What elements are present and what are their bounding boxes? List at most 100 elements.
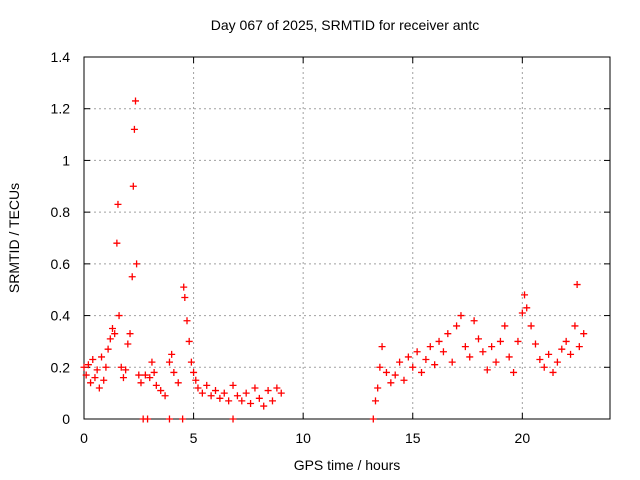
data-point xyxy=(378,343,386,351)
data-point xyxy=(558,345,566,353)
data-point xyxy=(108,325,116,332)
data-point xyxy=(479,348,487,356)
data-point xyxy=(536,356,544,364)
data-point xyxy=(198,389,206,397)
data-point xyxy=(183,317,191,325)
data-point xyxy=(562,337,570,345)
y-tick-label: 1.4 xyxy=(51,49,71,65)
data-point xyxy=(124,340,132,348)
x-tick-label: 0 xyxy=(80,430,88,446)
data-point xyxy=(422,356,430,364)
data-point xyxy=(102,363,110,371)
data-point xyxy=(273,384,281,392)
data-point xyxy=(277,389,285,397)
data-point xyxy=(387,379,395,387)
data-point xyxy=(431,361,439,369)
data-point xyxy=(505,353,513,361)
data-point xyxy=(137,379,145,387)
data-point xyxy=(255,394,263,402)
data-point xyxy=(229,415,237,423)
data-point xyxy=(104,345,112,353)
data-point xyxy=(207,392,215,400)
data-point xyxy=(82,371,90,379)
data-point xyxy=(165,415,173,423)
data-point xyxy=(194,384,202,392)
x-tick-label: 5 xyxy=(190,430,198,446)
data-point xyxy=(89,356,97,364)
data-point xyxy=(192,376,200,384)
data-point xyxy=(553,358,561,366)
data-point xyxy=(187,358,195,366)
data-point xyxy=(483,366,491,374)
data-point xyxy=(470,317,478,325)
data-point xyxy=(496,337,504,345)
data-point xyxy=(144,415,152,423)
data-point xyxy=(174,379,182,387)
data-point xyxy=(475,335,482,343)
data-point xyxy=(93,366,101,374)
y-axis-label: SRMTID / TECUs xyxy=(6,182,22,294)
data-point xyxy=(168,350,176,358)
data-point xyxy=(488,343,496,351)
x-tick-label: 15 xyxy=(405,430,421,446)
data-point xyxy=(141,371,149,379)
data-point xyxy=(115,312,123,320)
x-tick-label: 20 xyxy=(515,430,531,446)
data-point xyxy=(117,363,125,371)
data-point xyxy=(152,381,160,389)
data-point xyxy=(396,358,404,366)
data-point xyxy=(580,330,588,338)
data-point xyxy=(203,381,211,389)
data-point xyxy=(510,368,518,376)
data-point xyxy=(466,353,474,361)
data-point xyxy=(457,312,465,320)
data-point xyxy=(573,281,581,289)
data-point xyxy=(129,182,137,190)
data-point xyxy=(540,363,548,371)
data-point xyxy=(242,389,250,397)
x-axis-label: GPS time / hours xyxy=(293,457,401,473)
y-tick-label: 1.2 xyxy=(51,101,71,117)
data-point xyxy=(501,322,509,330)
data-point xyxy=(531,340,539,348)
data-point xyxy=(382,368,390,376)
data-point xyxy=(119,374,127,382)
data-point xyxy=(87,379,95,387)
data-point xyxy=(461,343,469,351)
data-point xyxy=(130,125,138,133)
data-point xyxy=(126,330,134,338)
data-point xyxy=(409,363,417,371)
y-tick-label: 0.4 xyxy=(51,308,71,324)
y-tick-label: 0.6 xyxy=(51,256,71,272)
data-point xyxy=(150,368,158,376)
data-point xyxy=(247,399,255,407)
data-point xyxy=(133,260,141,268)
data-point xyxy=(80,363,88,371)
data-point xyxy=(91,374,99,382)
data-point xyxy=(132,97,140,105)
data-point xyxy=(225,397,233,405)
chart-title: Day 067 of 2025, SRMTID for receiver ant… xyxy=(210,17,480,33)
data-point xyxy=(523,304,531,312)
data-point xyxy=(100,376,108,384)
data-point xyxy=(181,293,189,301)
data-point xyxy=(95,384,103,392)
data-point xyxy=(216,394,224,402)
y-tick-label: 0 xyxy=(62,411,70,427)
data-point xyxy=(575,343,583,351)
data-point xyxy=(545,350,553,358)
data-point xyxy=(122,366,130,374)
data-point xyxy=(185,337,193,345)
data-point xyxy=(229,381,237,389)
data-point xyxy=(238,397,246,405)
data-point xyxy=(114,200,122,208)
data-point xyxy=(161,392,169,400)
y-tick-label: 0.8 xyxy=(51,204,71,220)
x-tick-label: 10 xyxy=(295,430,311,446)
y-tick-label: 1 xyxy=(62,152,70,168)
data-point xyxy=(128,273,136,281)
data-point xyxy=(260,402,268,410)
data-point xyxy=(233,392,241,400)
